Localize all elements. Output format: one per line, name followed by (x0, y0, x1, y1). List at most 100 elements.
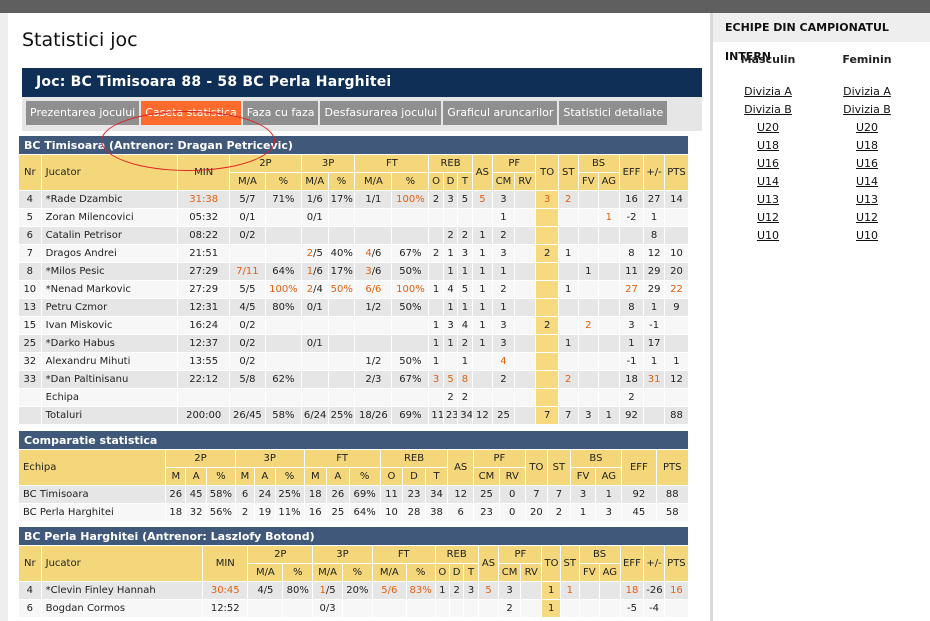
comp-col-ft: FT (303, 449, 381, 468)
cell-st: 1 (557, 334, 579, 353)
cell-o: 3 (428, 370, 444, 389)
cell-p2p (264, 244, 302, 263)
link-feminin-divizia-b[interactable]: Divizia B (843, 103, 891, 116)
player-row: 32 Alexandru Mihuti 13:55 0/2 1/2 50% 1 1 4 -1 1 1 (18, 352, 690, 371)
cell-min (177, 388, 230, 407)
link-masculin-divizia-b[interactable]: Divizia B (744, 103, 792, 116)
cell-t: 2 (457, 334, 473, 353)
comp-col-bs-ag: AG (595, 467, 623, 486)
cell-fv: 3 (577, 406, 600, 425)
link-masculin-u16[interactable]: U16 (756, 157, 780, 170)
cell-pts: 88 (655, 485, 690, 504)
link-feminin-u10[interactable]: U10 (855, 229, 879, 242)
t2-col-to: TO (541, 545, 561, 582)
col-ft: FT (354, 154, 430, 173)
t2-col-as: AS (477, 545, 500, 582)
cell-as: 12 (447, 485, 475, 504)
link-feminin-u20[interactable]: U20 (855, 121, 879, 134)
cell-d: 4 (442, 280, 459, 299)
cell-ft: 5/6 (371, 581, 407, 600)
t2-col-pts: PTS (663, 545, 690, 582)
cell-ag: 1 (595, 485, 623, 504)
link-feminin-u18[interactable]: U18 (855, 139, 879, 152)
tab-desfasurarea-jocului[interactable]: Desfasurarea jocului (320, 101, 442, 125)
cell-to: 20 (524, 503, 549, 522)
cell-fv (577, 208, 600, 227)
cell-p2p: 58% (205, 485, 236, 504)
col-eff: EFF (618, 154, 645, 191)
comp-col-to: TO (524, 449, 549, 486)
cell-p3p: 20% (342, 581, 373, 600)
masculin-heading: Masculin (740, 53, 796, 66)
cell-to (535, 298, 559, 317)
cell-ftm: 18 (303, 485, 328, 504)
cell-t (463, 599, 479, 618)
cell-p3a: 24 (254, 485, 276, 504)
col-bs-fv: FV (577, 172, 600, 191)
cell-t: 3 (463, 581, 479, 600)
t2-col-eff: EFF (619, 545, 645, 582)
t2-col-jucator: Jucator (40, 545, 204, 582)
cell-to (535, 334, 559, 353)
cell-ft (354, 334, 393, 353)
tab-statistici-detaliate[interactable]: Statistici detaliate (559, 101, 668, 125)
cell-p3p (327, 316, 356, 335)
tab-graficul-aruncarilor[interactable]: Graficul aruncarilor (443, 101, 558, 125)
tab-prezentarea-jocului[interactable]: Prezentarea jocului (26, 101, 140, 125)
col-to: TO (535, 154, 559, 191)
link-masculin-u20[interactable]: U20 (756, 121, 780, 134)
col-reb-t: T (457, 172, 473, 191)
cell-pts: 58 (655, 503, 690, 522)
tab-faza-cu-faza[interactable]: Faza cu faza (242, 101, 319, 125)
cell-p3 (300, 226, 329, 245)
col-3p-pct: % (327, 172, 356, 191)
cell-cm: 25 (492, 406, 515, 425)
cell-to: 1 (541, 581, 561, 600)
cell-ag (598, 190, 620, 209)
cell-fv (577, 244, 600, 263)
link-feminin-u13[interactable]: U13 (855, 193, 879, 206)
cell-as (471, 370, 494, 389)
cell-ag (598, 226, 620, 245)
cell-name: Dragos Andrei (40, 244, 179, 263)
link-masculin-u18[interactable]: U18 (756, 139, 780, 152)
comp-col-3p-a: A (254, 467, 276, 486)
col-3p: 3P (300, 154, 356, 173)
link-feminin-u16[interactable]: U16 (855, 157, 879, 170)
cell-as: 1 (471, 280, 494, 299)
cell-st: 2 (557, 370, 579, 389)
cell-p3a: 19 (254, 503, 276, 522)
cell-name: *Milos Pesic (40, 262, 179, 281)
cell-ftp: 67% (391, 244, 430, 263)
comparison-row: BC Perla Harghitei 18 32 56% 2 19 11% 16 25 64% 10… (17, 503, 690, 522)
link-masculin-divizia-a[interactable]: Divizia A (744, 85, 792, 98)
link-masculin-u13[interactable]: U13 (756, 193, 780, 206)
cell-to (535, 226, 559, 245)
link-feminin-divizia-a[interactable]: Divizia A (843, 85, 891, 98)
cell-as: 5 (477, 581, 500, 600)
cell-p2 (228, 244, 266, 263)
link-masculin-u14[interactable]: U14 (756, 175, 780, 188)
cell-ftp: 50% (391, 262, 430, 281)
link-masculin-u12[interactable]: U12 (756, 211, 780, 224)
cell-ftp (391, 334, 430, 353)
cell-t: 1 (457, 352, 473, 371)
t2-col-bs-ag: AG (599, 563, 621, 582)
cell-p2p (264, 226, 302, 245)
player-row: Echipa 2 2 2 (18, 388, 690, 407)
cell-o: 1 (428, 334, 444, 353)
cell-fv (577, 190, 600, 209)
comp-col-as: AS (447, 449, 475, 486)
link-feminin-u14[interactable]: U14 (855, 175, 879, 188)
cell-pts: 9 (663, 298, 690, 317)
link-masculin-u10[interactable]: U10 (756, 229, 780, 242)
link-feminin-u12[interactable]: U12 (855, 211, 879, 224)
cell-ftp (391, 316, 430, 335)
cell-ft (371, 599, 407, 618)
comp-col-ft-pct: % (348, 467, 381, 486)
col-as: AS (471, 154, 494, 191)
cell-pm: 31 (643, 370, 665, 389)
cell-o (428, 298, 444, 317)
cell-ft: 1/2 (354, 298, 393, 317)
cell-name: Totaluri (40, 406, 179, 425)
